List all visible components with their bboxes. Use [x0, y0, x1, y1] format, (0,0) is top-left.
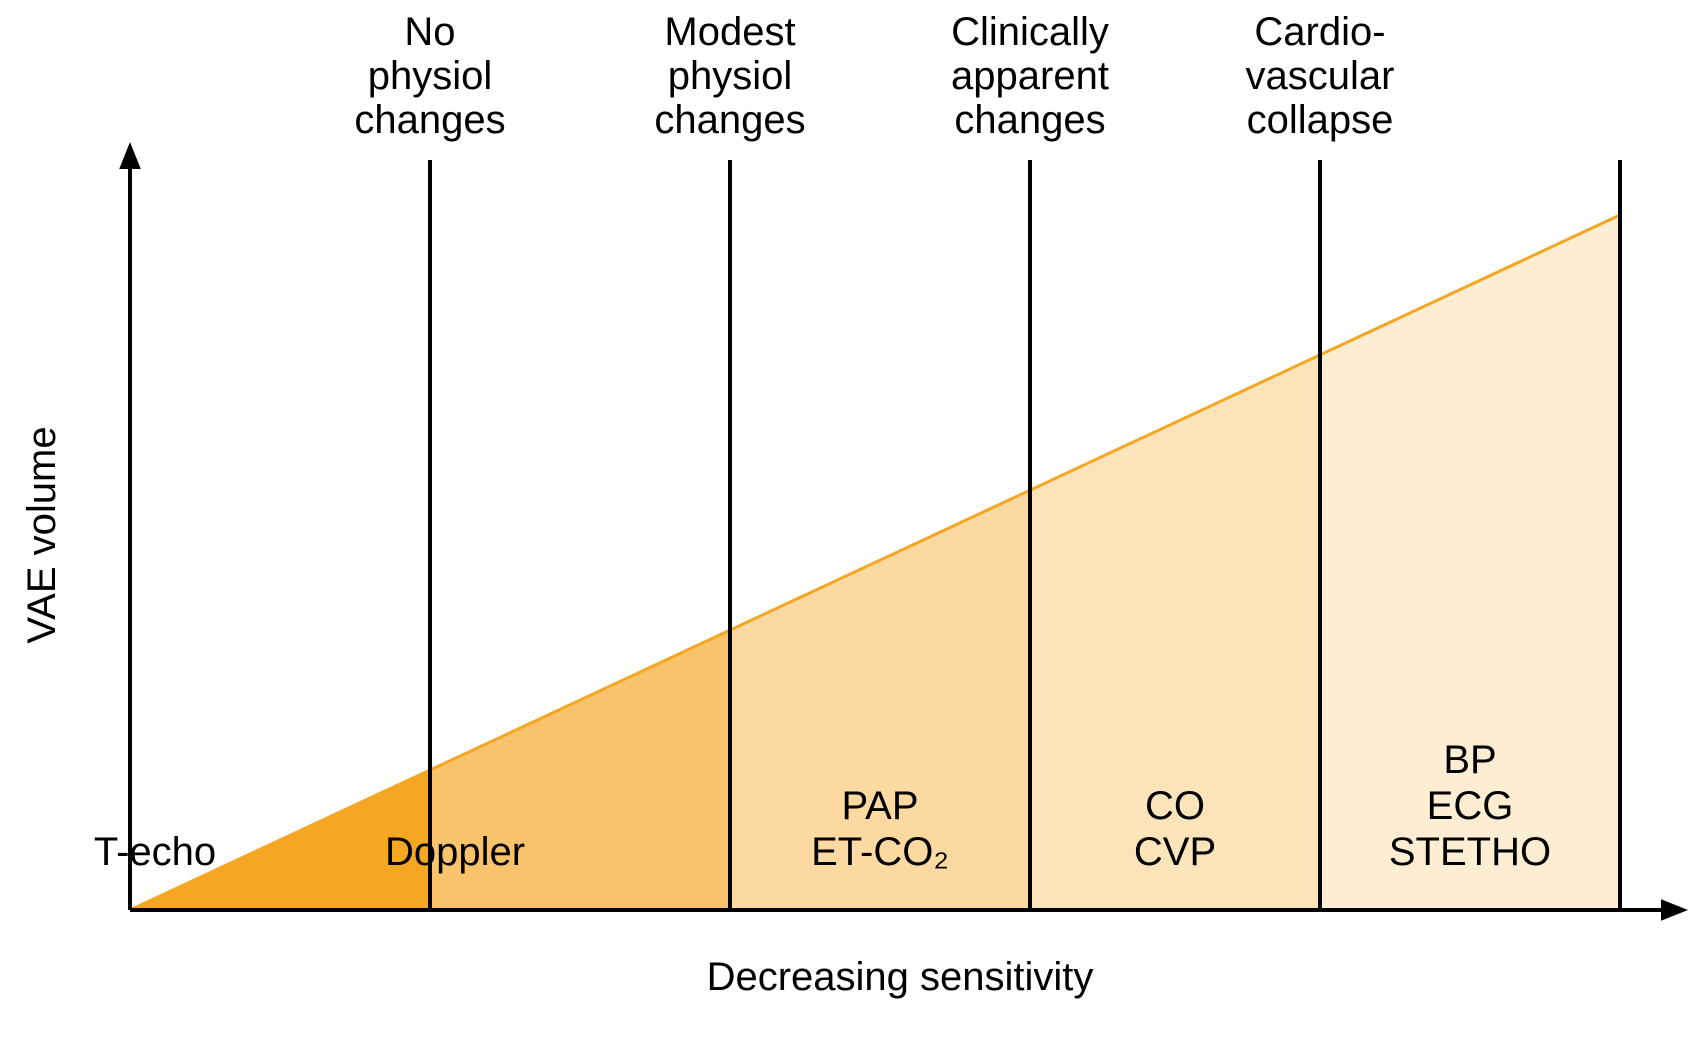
segment-label-1-line-0: Doppler: [385, 830, 525, 874]
top-label-3-line-0: Clinically: [951, 10, 1109, 54]
top-label-2-line-0: Modest: [664, 10, 795, 54]
top-label-1-line-2: changes: [354, 98, 505, 142]
top-label-2-line-1: physiol: [668, 54, 793, 98]
x-axis-arrow: [1661, 899, 1688, 921]
top-label-4-line-0: Cardio-: [1254, 10, 1385, 54]
top-labels: NophysiolchangesModestphysiolchangesClin…: [354, 10, 1394, 142]
segment-label-3-line-0: CO: [1145, 784, 1205, 828]
segment-label-4-line-1: ECG: [1427, 784, 1514, 828]
top-label-3-line-1: apparent: [951, 54, 1109, 98]
y-axis-label: VAE volume: [20, 426, 64, 643]
segment-label-4-line-0: BP: [1443, 738, 1496, 782]
segment-label-3-line-1: CVP: [1134, 830, 1216, 874]
segment-label-2-line-1: ET-CO₂: [811, 830, 949, 874]
chart-svg: NophysiolchangesModestphysiolchangesClin…: [0, 0, 1703, 1043]
y-axis-arrow: [119, 142, 141, 169]
segment-label-0-line-0: T-echo: [94, 830, 216, 874]
top-label-4-line-1: vascular: [1246, 54, 1395, 98]
x-axis-label: Decreasing sensitivity: [707, 955, 1094, 999]
top-label-3-line-2: changes: [954, 98, 1105, 142]
segment-label-2-line-0: PAP: [841, 784, 918, 828]
top-label-4-line-2: collapse: [1247, 98, 1394, 142]
top-label-1-line-0: No: [404, 10, 455, 54]
vae-sensitivity-chart: NophysiolchangesModestphysiolchangesClin…: [0, 0, 1703, 1043]
top-label-2-line-2: changes: [654, 98, 805, 142]
top-label-1-line-1: physiol: [368, 54, 493, 98]
segment-label-4-line-2: STETHO: [1389, 830, 1551, 874]
